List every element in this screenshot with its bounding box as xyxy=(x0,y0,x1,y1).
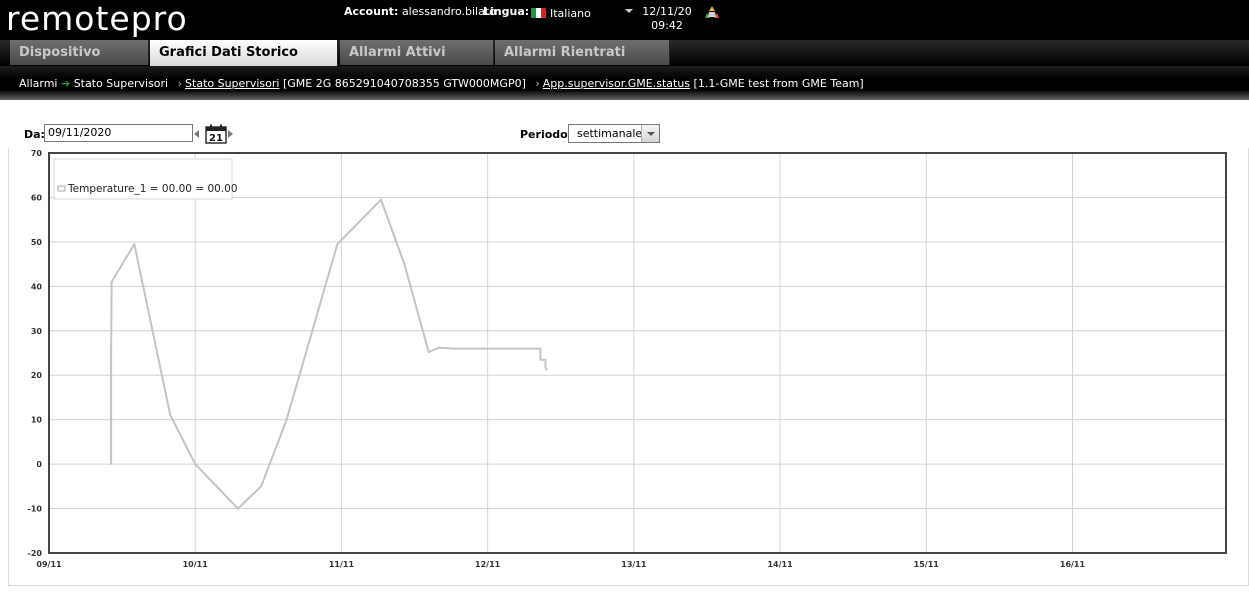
data-point xyxy=(194,463,196,465)
x-axis-ticks: 09/11 10/11 11/11 12/11 13/11 14/11 15/11 16/11 xyxy=(36,560,1085,569)
datetime: 12/11/20 09:42 xyxy=(640,5,694,33)
next-arrow-icon[interactable] xyxy=(228,130,234,138)
x-tick-label: 13/11 xyxy=(621,560,647,569)
data-point xyxy=(133,243,136,245)
period-select[interactable]: settimanale xyxy=(568,124,660,143)
account-info: Account: alessandro.bilato xyxy=(344,5,496,18)
breadcrumb-link-app-supervisor[interactable]: App.supervisor.GME.status xyxy=(542,77,691,90)
data-point xyxy=(237,507,239,510)
data-point xyxy=(539,347,542,350)
language-value: Italiano xyxy=(550,7,591,20)
chevron-right-icon: › xyxy=(177,77,183,90)
tab-allarmi-attivi[interactable]: Allarmi Attivi xyxy=(340,40,494,65)
chart-legend: Temperature_1 = 00.00 = 00.00 xyxy=(53,158,238,200)
y-tick-label: 30 xyxy=(31,327,43,336)
data-point xyxy=(285,418,288,421)
data-point xyxy=(380,198,382,201)
from-date-input[interactable]: 09/11/2020 xyxy=(44,124,193,142)
prev-arrow-icon[interactable] xyxy=(194,130,200,138)
period-label: Periodo: xyxy=(520,128,573,141)
y-tick-label: 0 xyxy=(36,460,42,469)
data-point xyxy=(438,346,440,349)
data-point xyxy=(454,347,456,350)
y-tick-label: 40 xyxy=(31,282,43,291)
arrow-right-icon: ➔ xyxy=(60,77,71,90)
from-date-label: Da: xyxy=(24,128,45,141)
data-point xyxy=(110,325,113,328)
current-date: 12/11/20 xyxy=(642,5,692,18)
chevron-down-icon[interactable] xyxy=(641,125,659,142)
tab-allarmi-rientrati[interactable]: Allarmi Rientrati xyxy=(495,40,670,65)
language-label-text: Lingua: xyxy=(483,5,530,18)
data-point xyxy=(110,281,113,283)
data-point xyxy=(545,369,548,371)
data-point xyxy=(169,414,172,417)
chart-series xyxy=(110,198,548,510)
breadcrumb-device-text: [GME 2G 865291040708355 GTW000MGP0] xyxy=(282,77,526,90)
breadcrumb-app-text: [1.1-GME test from GME Team] xyxy=(693,77,864,90)
x-tick-label: 11/11 xyxy=(329,560,355,569)
chevron-right-icon: › xyxy=(535,77,540,90)
plot-area-border xyxy=(48,152,1227,554)
period-value: settimanale xyxy=(577,127,643,140)
y-tick-label: 60 xyxy=(31,193,43,202)
data-point xyxy=(336,243,339,245)
x-tick-label: 12/11 xyxy=(475,560,501,569)
data-point xyxy=(427,351,430,353)
y-tick-label: -20 xyxy=(28,549,43,558)
y-tick-label: 70 xyxy=(31,149,43,158)
account-label: Account: xyxy=(344,5,399,18)
language-dropdown-arrow-icon[interactable] xyxy=(625,9,633,13)
data-point xyxy=(110,352,112,354)
current-time: 09:42 xyxy=(651,19,683,32)
legend-box xyxy=(53,158,233,200)
x-tick-label: 09/11 xyxy=(36,560,62,569)
data-point xyxy=(544,366,547,369)
top-header: remotepro Account: alessandro.bilato Lin… xyxy=(0,0,1249,40)
breadcrumb-stato-supervisori: Stato Supervisori xyxy=(73,77,169,90)
x-tick-label: 14/11 xyxy=(767,560,793,569)
chart-grid xyxy=(49,153,1226,553)
y-tick-label: 10 xyxy=(31,416,43,425)
x-tick-label: 10/11 xyxy=(183,560,209,569)
tab-grafici-dati-storico[interactable]: Grafici Dati Storico xyxy=(150,40,338,66)
app-logo: remotepro xyxy=(6,0,188,38)
data-point xyxy=(544,358,547,361)
tab-dispositivo[interactable]: Dispositivo xyxy=(10,40,149,65)
legend-entry: Temperature_1 = 00.00 = 00.00 xyxy=(67,183,238,195)
history-chart: -20 -10 0 10 20 30 40 50 60 70 09/11 10/11 11/11 12/… xyxy=(28,149,1227,569)
series-line xyxy=(110,198,548,510)
x-tick-label: 15/11 xyxy=(914,560,940,569)
breadcrumb-link-stato-supervisori[interactable]: Stato Supervisori xyxy=(185,77,280,90)
data-point xyxy=(403,263,406,265)
breadcrumb-bar: Allarmi ➔ Stato Supervisori › Stato Super… xyxy=(0,66,1249,100)
italy-flag-icon xyxy=(531,8,546,18)
x-tick-label: 16/11 xyxy=(1060,560,1086,569)
calendar-day-text: 21 xyxy=(209,133,223,144)
legend-swatch xyxy=(57,185,66,192)
y-tick-label: 50 xyxy=(31,238,43,247)
y-tick-label: -10 xyxy=(28,505,43,514)
calendar-icon[interactable]: 21 xyxy=(205,124,227,144)
language-select[interactable]: Italiano xyxy=(531,7,591,20)
data-point xyxy=(110,463,112,465)
breadcrumb-allarmi: Allarmi xyxy=(19,77,58,90)
language-label: Lingua: xyxy=(483,5,529,18)
y-axis-ticks: -20 -10 0 10 20 30 40 50 60 70 xyxy=(28,149,43,558)
tab-bar: Dispositivo Grafici Dati Storico Allarmi… xyxy=(0,40,1249,66)
recycle-icon[interactable] xyxy=(704,5,720,21)
data-point xyxy=(260,485,263,488)
data-point xyxy=(539,358,542,361)
y-tick-label: 20 xyxy=(31,371,43,380)
breadcrumb: Allarmi ➔ Stato Supervisori › Stato Super… xyxy=(19,77,864,90)
account-value: alessandro.bilato xyxy=(401,5,496,18)
